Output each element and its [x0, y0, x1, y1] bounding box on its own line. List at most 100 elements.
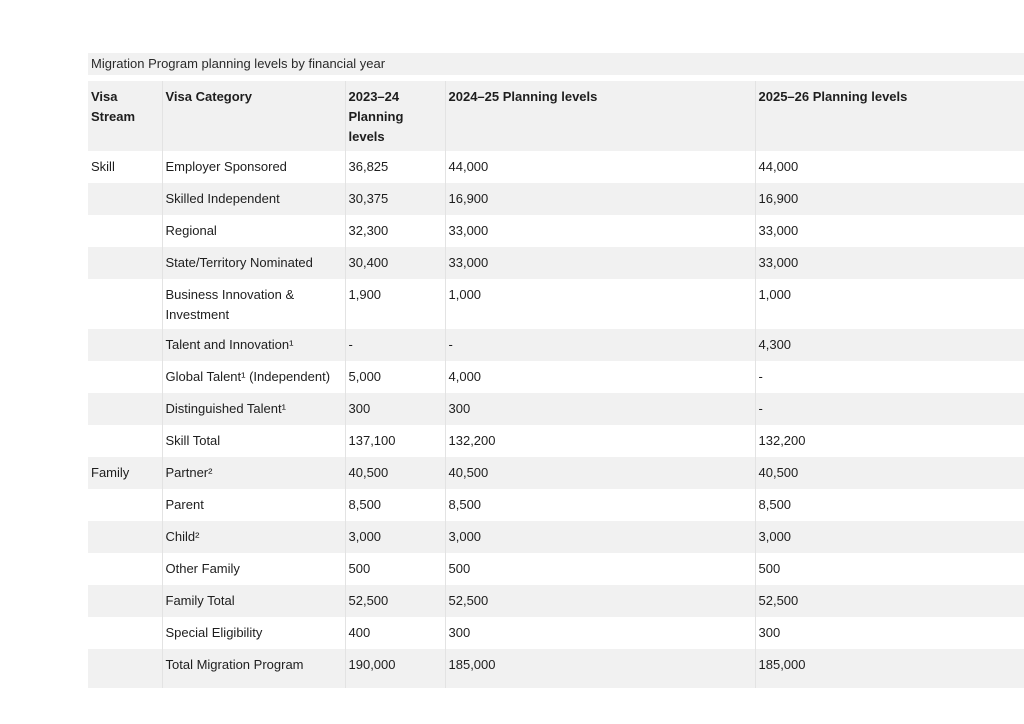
- cell-visa-stream: [88, 489, 162, 521]
- cell-2023-24-value: 52,500: [344, 585, 445, 617]
- table-caption: Migration Program planning levels by fin…: [88, 53, 1024, 75]
- table-row: Regional 32,300 33,000 33,000: [88, 215, 1024, 247]
- table-row: Skilled Independent 30,375 16,900 16,900: [88, 183, 1024, 215]
- cell-2025-26-value: 500: [754, 553, 1024, 585]
- cell-2023-24-value: 40,500: [344, 457, 445, 489]
- cell-2023-24-value: 500: [344, 553, 445, 585]
- cell-visa-category: State/Territory Nominated: [161, 247, 345, 279]
- cell-visa-stream: [88, 617, 162, 649]
- cell-visa-category: Family Total: [161, 585, 345, 617]
- cell-2023-24-value: 137,100: [344, 425, 445, 457]
- cell-visa-stream: [88, 183, 162, 215]
- table-row: Skill Employer Sponsored 36,825 44,000 4…: [88, 151, 1024, 183]
- cell-2024-25-value: 185,000: [444, 649, 755, 688]
- column-header-visa-category: Visa Category: [161, 81, 345, 151]
- cell-2025-26-value: 300: [754, 617, 1024, 649]
- cell-visa-category: Skilled Independent: [161, 183, 345, 215]
- cell-visa-category: Global Talent¹ (Independent): [161, 361, 345, 393]
- cell-2023-24-value: 32,300: [344, 215, 445, 247]
- cell-2025-26-value: 44,000: [754, 151, 1024, 183]
- cell-2023-24-value: -: [344, 329, 445, 361]
- cell-2023-24-value: 8,500: [344, 489, 445, 521]
- cell-2025-26-value: 185,000: [754, 649, 1024, 688]
- cell-2025-26-value: -: [754, 361, 1024, 393]
- table-row: State/Territory Nominated 30,400 33,000 …: [88, 247, 1024, 279]
- cell-visa-category: Talent and Innovation¹: [161, 329, 345, 361]
- cell-2025-26-value: 3,000: [754, 521, 1024, 553]
- cell-2024-25-value: 40,500: [444, 457, 755, 489]
- table-row: Parent 8,500 8,500 8,500: [88, 489, 1024, 521]
- cell-visa-stream: [88, 329, 162, 361]
- cell-visa-category: Parent: [161, 489, 345, 521]
- cell-visa-stream: [88, 361, 162, 393]
- cell-visa-category: Partner²: [161, 457, 345, 489]
- table-row: Other Family 500 500 500: [88, 553, 1024, 585]
- cell-visa-stream: [88, 521, 162, 553]
- table-row: Talent and Innovation¹ - - 4,300: [88, 329, 1024, 361]
- column-header-2023-24-planning-levels: 2023–24 Planning levels: [344, 81, 445, 151]
- table-row: Child² 3,000 3,000 3,000: [88, 521, 1024, 553]
- cell-2025-26-value: 40,500: [754, 457, 1024, 489]
- cell-visa-stream: [88, 393, 162, 425]
- cell-visa-stream: [88, 585, 162, 617]
- cell-2023-24-value: 300: [344, 393, 445, 425]
- cell-2023-24-value: 30,375: [344, 183, 445, 215]
- cell-2025-26-value: 52,500: [754, 585, 1024, 617]
- cell-visa-stream: [88, 247, 162, 279]
- cell-visa-stream: [88, 425, 162, 457]
- table-row: Family Total 52,500 52,500 52,500: [88, 585, 1024, 617]
- cell-2024-25-value: 4,000: [444, 361, 755, 393]
- table-body: Skill Employer Sponsored 36,825 44,000 4…: [88, 151, 1024, 688]
- cell-2024-25-value: 1,000: [444, 279, 755, 329]
- cell-2025-26-value: 4,300: [754, 329, 1024, 361]
- cell-2025-26-value: 1,000: [754, 279, 1024, 329]
- cell-2024-25-value: 33,000: [444, 247, 755, 279]
- cell-2024-25-value: 44,000: [444, 151, 755, 183]
- column-header-visa-stream: Visa Stream: [91, 89, 136, 124]
- cell-2024-25-value: 300: [444, 393, 755, 425]
- cell-2023-24-value: 36,825: [344, 151, 445, 183]
- header-row: Visa Stream Visa Category 2023–24 Planni…: [88, 81, 1024, 151]
- cell-2024-25-value: 52,500: [444, 585, 755, 617]
- cell-2023-24-value: 400: [344, 617, 445, 649]
- cell-2025-26-value: 33,000: [754, 215, 1024, 247]
- cell-visa-stream: [88, 553, 162, 585]
- table-row: Distinguished Talent¹ 300 300 -: [88, 393, 1024, 425]
- cell-2024-25-value: 8,500: [444, 489, 755, 521]
- cell-2023-24-value: 190,000: [344, 649, 445, 688]
- cell-visa-category: Employer Sponsored: [161, 151, 345, 183]
- cell-2024-25-value: 3,000: [444, 521, 755, 553]
- cell-2024-25-value: 33,000: [444, 215, 755, 247]
- cell-2024-25-value: 500: [444, 553, 755, 585]
- cell-visa-category: Regional: [161, 215, 345, 247]
- table-row: Family Partner² 40,500 40,500 40,500: [88, 457, 1024, 489]
- cell-visa-category: Business Innovation & Investment: [161, 279, 345, 329]
- cell-2024-25-value: 132,200: [444, 425, 755, 457]
- planning-levels-table: Visa Stream Visa Category 2023–24 Planni…: [88, 81, 1024, 688]
- cell-visa-category: Distinguished Talent¹: [161, 393, 345, 425]
- cell-visa-category: Special Eligibility: [161, 617, 345, 649]
- cell-visa-category: Other Family: [161, 553, 345, 585]
- cell-visa-category: Skill Total: [161, 425, 345, 457]
- cell-visa-stream: [88, 279, 162, 329]
- cell-visa-stream: Skill: [91, 159, 115, 174]
- cell-2025-26-value: 16,900: [754, 183, 1024, 215]
- cell-2023-24-value: 3,000: [344, 521, 445, 553]
- table-row: Special Eligibility 400 300 300: [88, 617, 1024, 649]
- column-header-2024-25-planning-levels: 2024–25 Planning levels: [444, 81, 755, 151]
- cell-visa-category: Total Migration Program: [161, 649, 345, 688]
- cell-2023-24-value: 1,900: [344, 279, 445, 329]
- cell-visa-stream: Family: [91, 465, 130, 480]
- cell-2025-26-value: -: [754, 393, 1024, 425]
- cell-2025-26-value: 132,200: [754, 425, 1024, 457]
- cell-2025-26-value: 33,000: [754, 247, 1024, 279]
- table-row: Skill Total 137,100 132,200 132,200: [88, 425, 1024, 457]
- cell-2023-24-value: 5,000: [344, 361, 445, 393]
- cell-2024-25-value: 300: [444, 617, 755, 649]
- cell-2025-26-value: 8,500: [754, 489, 1024, 521]
- cell-2024-25-value: -: [444, 329, 755, 361]
- table-row: Business Innovation & Investment 1,900 1…: [88, 279, 1024, 329]
- cell-visa-stream: [88, 649, 162, 688]
- column-header-2025-26-planning-levels: 2025–26 Planning levels: [754, 81, 1024, 151]
